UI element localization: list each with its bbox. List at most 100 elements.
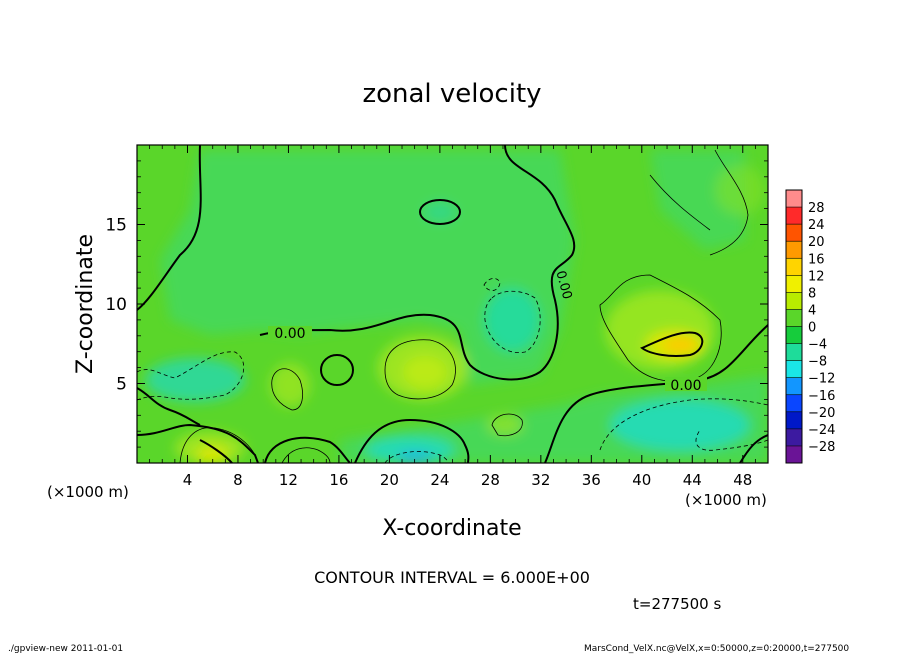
region-plus8-bottom-left: [196, 447, 228, 463]
colorbar-swatch: [786, 428, 802, 446]
plus6-contour-bottom-left: [179, 427, 259, 463]
minus6-contour-right: [599, 398, 768, 451]
x-axis-label: X-coordinate: [382, 516, 521, 541]
chart-title: zonal velocity: [362, 79, 541, 109]
colorbar-swatch: [786, 292, 802, 310]
colorbar-label: −20: [808, 406, 835, 421]
x-unit-right: (×1000 m): [685, 491, 767, 509]
colorbar-swatch: [786, 343, 802, 361]
zero-contour-main: [137, 145, 202, 311]
zero-contour-top: [259, 145, 576, 381]
contour-label-right: 0.00: [670, 378, 701, 394]
zero-contour-positive-right: [640, 331, 704, 358]
contour-lines: [137, 145, 768, 463]
zero-contour-bottom3: [354, 418, 470, 463]
plus6-contour-center: [384, 339, 456, 400]
zero-contour-leftlow: [137, 387, 201, 426]
time-text: t=277500 s: [633, 595, 721, 613]
region-minus4-left: [160, 150, 575, 385]
colorbar-label: 8: [808, 286, 816, 301]
footer-left: ./gpview-new 2011-01-01: [8, 644, 123, 654]
x-tick-label: 20: [380, 471, 399, 489]
x-tick-label: 28: [481, 471, 500, 489]
contour-label-vertical: 0.00: [552, 269, 574, 301]
region-minus8-left: [145, 358, 245, 402]
y-tick-label: 15: [105, 216, 127, 236]
zero-contour-plus-bottom-left: [199, 439, 233, 463]
contour-label-left: 0.00: [274, 326, 305, 342]
region-plus8-center: [403, 356, 447, 388]
y-tick-label: 5: [116, 375, 127, 395]
region-minus8-bottom-center: [365, 436, 455, 463]
region-plus4-bottom-mid: [487, 415, 523, 435]
x-tick-label: 48: [733, 471, 752, 489]
minus6-contour-center: [484, 290, 541, 353]
y-axis-label: Z-coordinate: [73, 234, 98, 374]
x-tick-label: 12: [279, 471, 298, 489]
footer-right: MarsCond_VelX.nc@VelX,x=0:50000,z=0:2000…: [584, 644, 849, 654]
x-tick-label: 16: [329, 471, 348, 489]
x-tick-label: 44: [683, 471, 702, 489]
colorbar-swatch: [786, 258, 802, 276]
plus6-contour-top-right: [649, 149, 749, 256]
zero-contour-island-mid: [320, 354, 354, 386]
colorbar-label: 24: [808, 218, 825, 233]
contour-labels: 0.00 0.00 0.00: [268, 269, 707, 394]
region-minus12-bottom-center: [397, 452, 433, 463]
colorbar-label: 28: [808, 201, 825, 216]
plot-area: 0.00 0.00 0.00: [137, 145, 768, 463]
region-plus4-left: [270, 363, 310, 407]
colorbar-label: 12: [808, 269, 825, 284]
minus6-contour-left: [137, 351, 244, 401]
colorbar-swatch: [786, 309, 802, 327]
x-tick-label: 8: [233, 471, 243, 489]
x-tick-label: 32: [531, 471, 550, 489]
colorbar-label: 4: [808, 303, 816, 318]
zero-contour-rightmid: [544, 324, 768, 463]
x-tick-label: 4: [183, 471, 193, 489]
colorbar-swatch: [786, 360, 802, 378]
colorbar: 28 24 20 16 12 8 4 0 −4 −8 −12 −16 −20 −24 −28: [785, 189, 835, 464]
colorbar-label: 16: [808, 252, 825, 267]
colorbar-label: −16: [808, 389, 835, 404]
colorbar-swatch: [786, 241, 802, 259]
colorbar-swatch: [786, 190, 802, 208]
colorbar-swatch: [786, 445, 802, 463]
colorbar-swatch: [786, 377, 802, 395]
contour-interval-text: CONTOUR INTERVAL = 6.000E+00: [314, 568, 590, 587]
colorbar-swatch: [786, 207, 802, 225]
region-plus12-right: [662, 337, 698, 353]
zero-contour-bottom2: [264, 436, 351, 463]
y-axis-ticks: 5 10 15: [105, 160, 768, 448]
colorbar-swatch: [786, 224, 802, 242]
colorbar-swatch: [786, 394, 802, 412]
region-minus8-top-small: [424, 202, 456, 222]
colorbar-swatch: [786, 275, 802, 293]
zero-contour-bottom: [137, 423, 259, 463]
colorbar-label: 0: [808, 321, 816, 336]
plus6-contour-left: [271, 368, 303, 411]
x-axis-ticks: 4 8 12 16 20 24 28 32 36 40 44 48: [149, 145, 756, 489]
region-minus8-center: [484, 288, 540, 352]
x-unit-left: (×1000 m): [47, 483, 129, 501]
x-tick-label: 24: [430, 471, 449, 489]
colorbar-label: 20: [808, 235, 825, 250]
plus6-contour-bottom-mid: [491, 413, 523, 437]
colorbar-label: −28: [808, 440, 835, 455]
filled-contours: [145, 150, 768, 463]
region-minus8-bottom-right: [610, 399, 750, 451]
x-tick-label: 40: [632, 471, 651, 489]
plus6-contour-bottom-mid2: [281, 447, 331, 463]
plus6-contour-right: [599, 274, 722, 382]
x-tick-label: 36: [582, 471, 601, 489]
colorbar-label: −12: [808, 372, 835, 387]
colorbar-swatch: [786, 411, 802, 429]
colorbar-swatch: [786, 326, 802, 344]
zero-contour-right-bottom: [739, 434, 768, 463]
colorbar-label: −24: [808, 423, 835, 438]
colorbar-label: −4: [808, 338, 827, 353]
zero-contour-island-top: [419, 199, 461, 225]
y-tick-label: 10: [105, 295, 127, 315]
colorbar-label: −8: [808, 355, 827, 370]
